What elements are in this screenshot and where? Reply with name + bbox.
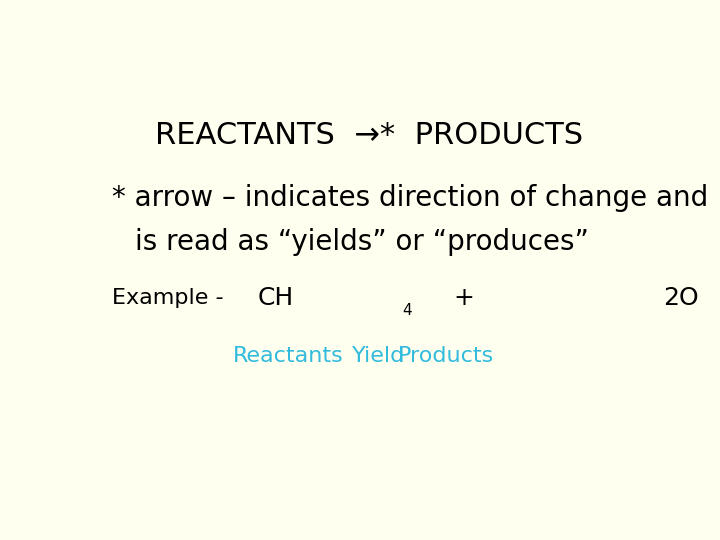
Text: Example -: Example - [112, 288, 231, 308]
Text: Yield: Yield [352, 346, 405, 366]
Text: 2O: 2O [663, 286, 699, 309]
Text: 4: 4 [402, 303, 412, 319]
Text: REACTANTS  →*  PRODUCTS: REACTANTS →* PRODUCTS [155, 121, 583, 150]
Text: CH: CH [258, 286, 294, 309]
Text: is read as “yields” or “produces”: is read as “yields” or “produces” [135, 227, 588, 255]
Text: Products: Products [398, 346, 494, 366]
Text: Reactants: Reactants [233, 346, 343, 366]
Text: +: + [446, 286, 483, 309]
Text: * arrow – indicates direction of change and: * arrow – indicates direction of change … [112, 184, 708, 212]
